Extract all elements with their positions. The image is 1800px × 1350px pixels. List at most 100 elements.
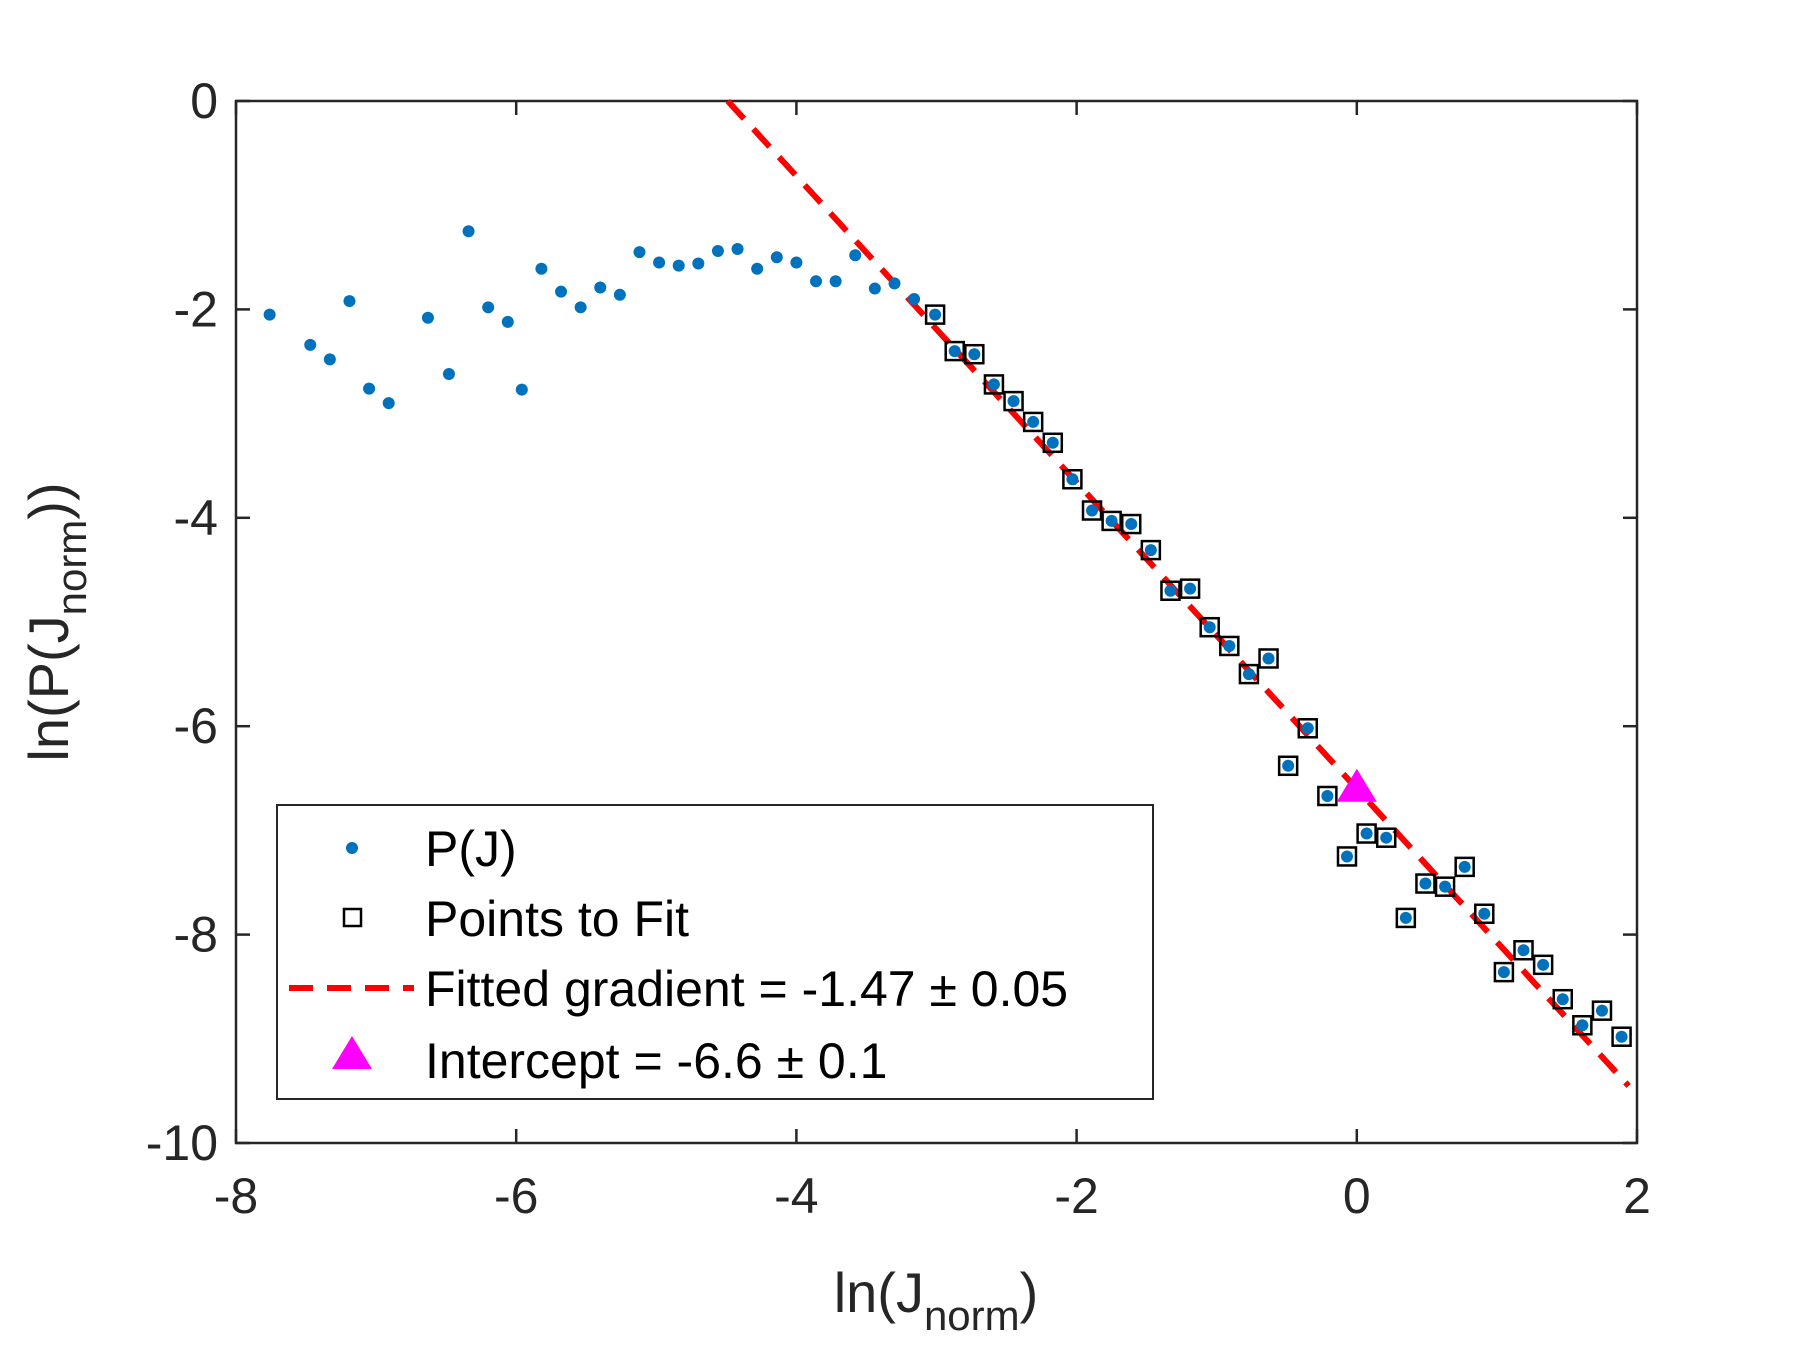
fit-point-box — [1356, 823, 1377, 844]
pj-point — [1223, 639, 1236, 652]
x-tick-labels: -8 -6 -4 -2 0 2 — [214, 1168, 1651, 1224]
x-tick-label: -4 — [774, 1168, 818, 1224]
pj-point — [1242, 668, 1255, 681]
pj-point — [1007, 395, 1020, 408]
pj-point — [1203, 621, 1216, 634]
x-axis-label: ln(Jnorm) — [834, 1261, 1039, 1339]
pj-point — [1027, 415, 1040, 428]
fit-point-box — [1395, 907, 1417, 929]
pj-point — [1380, 831, 1393, 844]
y-tick-label: -6 — [174, 698, 218, 754]
fit-point-box — [1513, 939, 1534, 961]
fit-point-box — [1434, 876, 1456, 897]
pj-point — [1615, 1030, 1628, 1043]
x-tick-label: 0 — [1343, 1168, 1371, 1224]
fit-point-box — [1120, 513, 1142, 535]
fit-point-box — [1003, 390, 1024, 412]
pj-point — [535, 262, 548, 275]
pj-point — [613, 288, 626, 301]
fit-point-box — [1160, 580, 1181, 601]
pj-point — [1340, 850, 1353, 863]
pj-point — [888, 277, 901, 290]
fit-point-box — [1179, 578, 1201, 599]
y-tick-label: -10 — [146, 1115, 218, 1171]
legend-entry-pj: P(J) — [346, 821, 517, 877]
fit-point-box — [1297, 718, 1319, 739]
pj-point — [810, 275, 823, 288]
fit-point-box — [1572, 1015, 1593, 1036]
fit-point-box — [1199, 616, 1220, 638]
pj-point — [968, 348, 981, 361]
pj-point — [711, 245, 724, 258]
pj-point — [633, 246, 646, 259]
y-tick-label: -4 — [174, 490, 218, 546]
y-tick-label: -2 — [174, 281, 218, 337]
fit-point-box — [1493, 961, 1515, 983]
pj-point — [1164, 584, 1177, 597]
pj-point — [1517, 944, 1530, 957]
fit-point-box — [1101, 510, 1122, 532]
pj-point — [868, 282, 881, 295]
fit-point-box — [1238, 663, 1260, 685]
fit-point-box — [964, 343, 985, 365]
pj-point — [731, 242, 744, 255]
pj-point — [849, 249, 862, 262]
pj-point — [574, 301, 587, 314]
legend-intercept-marker — [332, 1036, 372, 1069]
pj-point — [1125, 518, 1138, 531]
pj-point — [790, 256, 803, 269]
pj-point — [363, 382, 376, 395]
pj-point — [751, 262, 764, 275]
fit-point-box — [1277, 755, 1299, 777]
pj-point — [343, 295, 356, 308]
pj-point — [672, 259, 685, 272]
legend-entry-fitted-gradient: Fitted gradient = -1.47 ± 0.05 — [289, 961, 1068, 1017]
y-tick-label: -8 — [174, 907, 218, 963]
pj-point — [1478, 907, 1491, 920]
legend-intercept-label: Intercept = -6.6 ± 0.1 — [425, 1033, 887, 1089]
fit-point-box — [1474, 903, 1495, 925]
pj-point — [929, 308, 942, 321]
legend-box-marker — [342, 907, 363, 928]
pj-point — [1105, 514, 1118, 527]
pj-point — [482, 301, 495, 314]
fit-point-box — [1140, 539, 1162, 561]
pj-point — [555, 285, 568, 298]
x-tick-label: -2 — [1054, 1168, 1098, 1224]
fit-point-box — [1454, 856, 1475, 878]
pj-point — [948, 345, 961, 358]
pj-point — [1458, 860, 1471, 873]
pj-point — [653, 256, 666, 269]
fit-point-box — [1081, 500, 1103, 521]
pj-point — [1360, 827, 1373, 840]
fit-point-box — [1336, 846, 1358, 867]
pj-point — [594, 281, 607, 294]
fit-point-box — [1611, 1026, 1632, 1047]
points-to-fit-layer — [924, 304, 1632, 1047]
axis-ticks — [234, 99, 1639, 1145]
y-tick-labels: 0 -2 -4 -6 -8 -10 — [146, 73, 218, 1171]
pj-points-layer — [263, 225, 1628, 1043]
x-tick-label: 2 — [1623, 1168, 1651, 1224]
pj-point — [442, 368, 455, 381]
pj-point — [1282, 759, 1295, 772]
pj-point — [1419, 877, 1432, 890]
fit-point-box — [1258, 648, 1279, 669]
fit-point-box — [1022, 411, 1044, 433]
pj-point — [1046, 436, 1059, 449]
y-tick-label: 0 — [190, 73, 218, 129]
legend-pj-marker — [346, 842, 358, 854]
pj-point — [1301, 722, 1314, 735]
pj-point — [304, 338, 317, 351]
pj-point — [1066, 473, 1079, 486]
y-axis-label: ln(P(Jnorm)) — [17, 482, 95, 761]
pj-point — [1262, 652, 1275, 665]
pj-point — [829, 275, 842, 288]
pj-point — [382, 397, 395, 410]
pj-point — [1321, 790, 1334, 803]
legend-entry-intercept: Intercept = -6.6 ± 0.1 — [332, 1033, 887, 1089]
pj-point — [501, 315, 514, 328]
pj-point — [692, 257, 705, 270]
pj-point — [1086, 504, 1099, 517]
